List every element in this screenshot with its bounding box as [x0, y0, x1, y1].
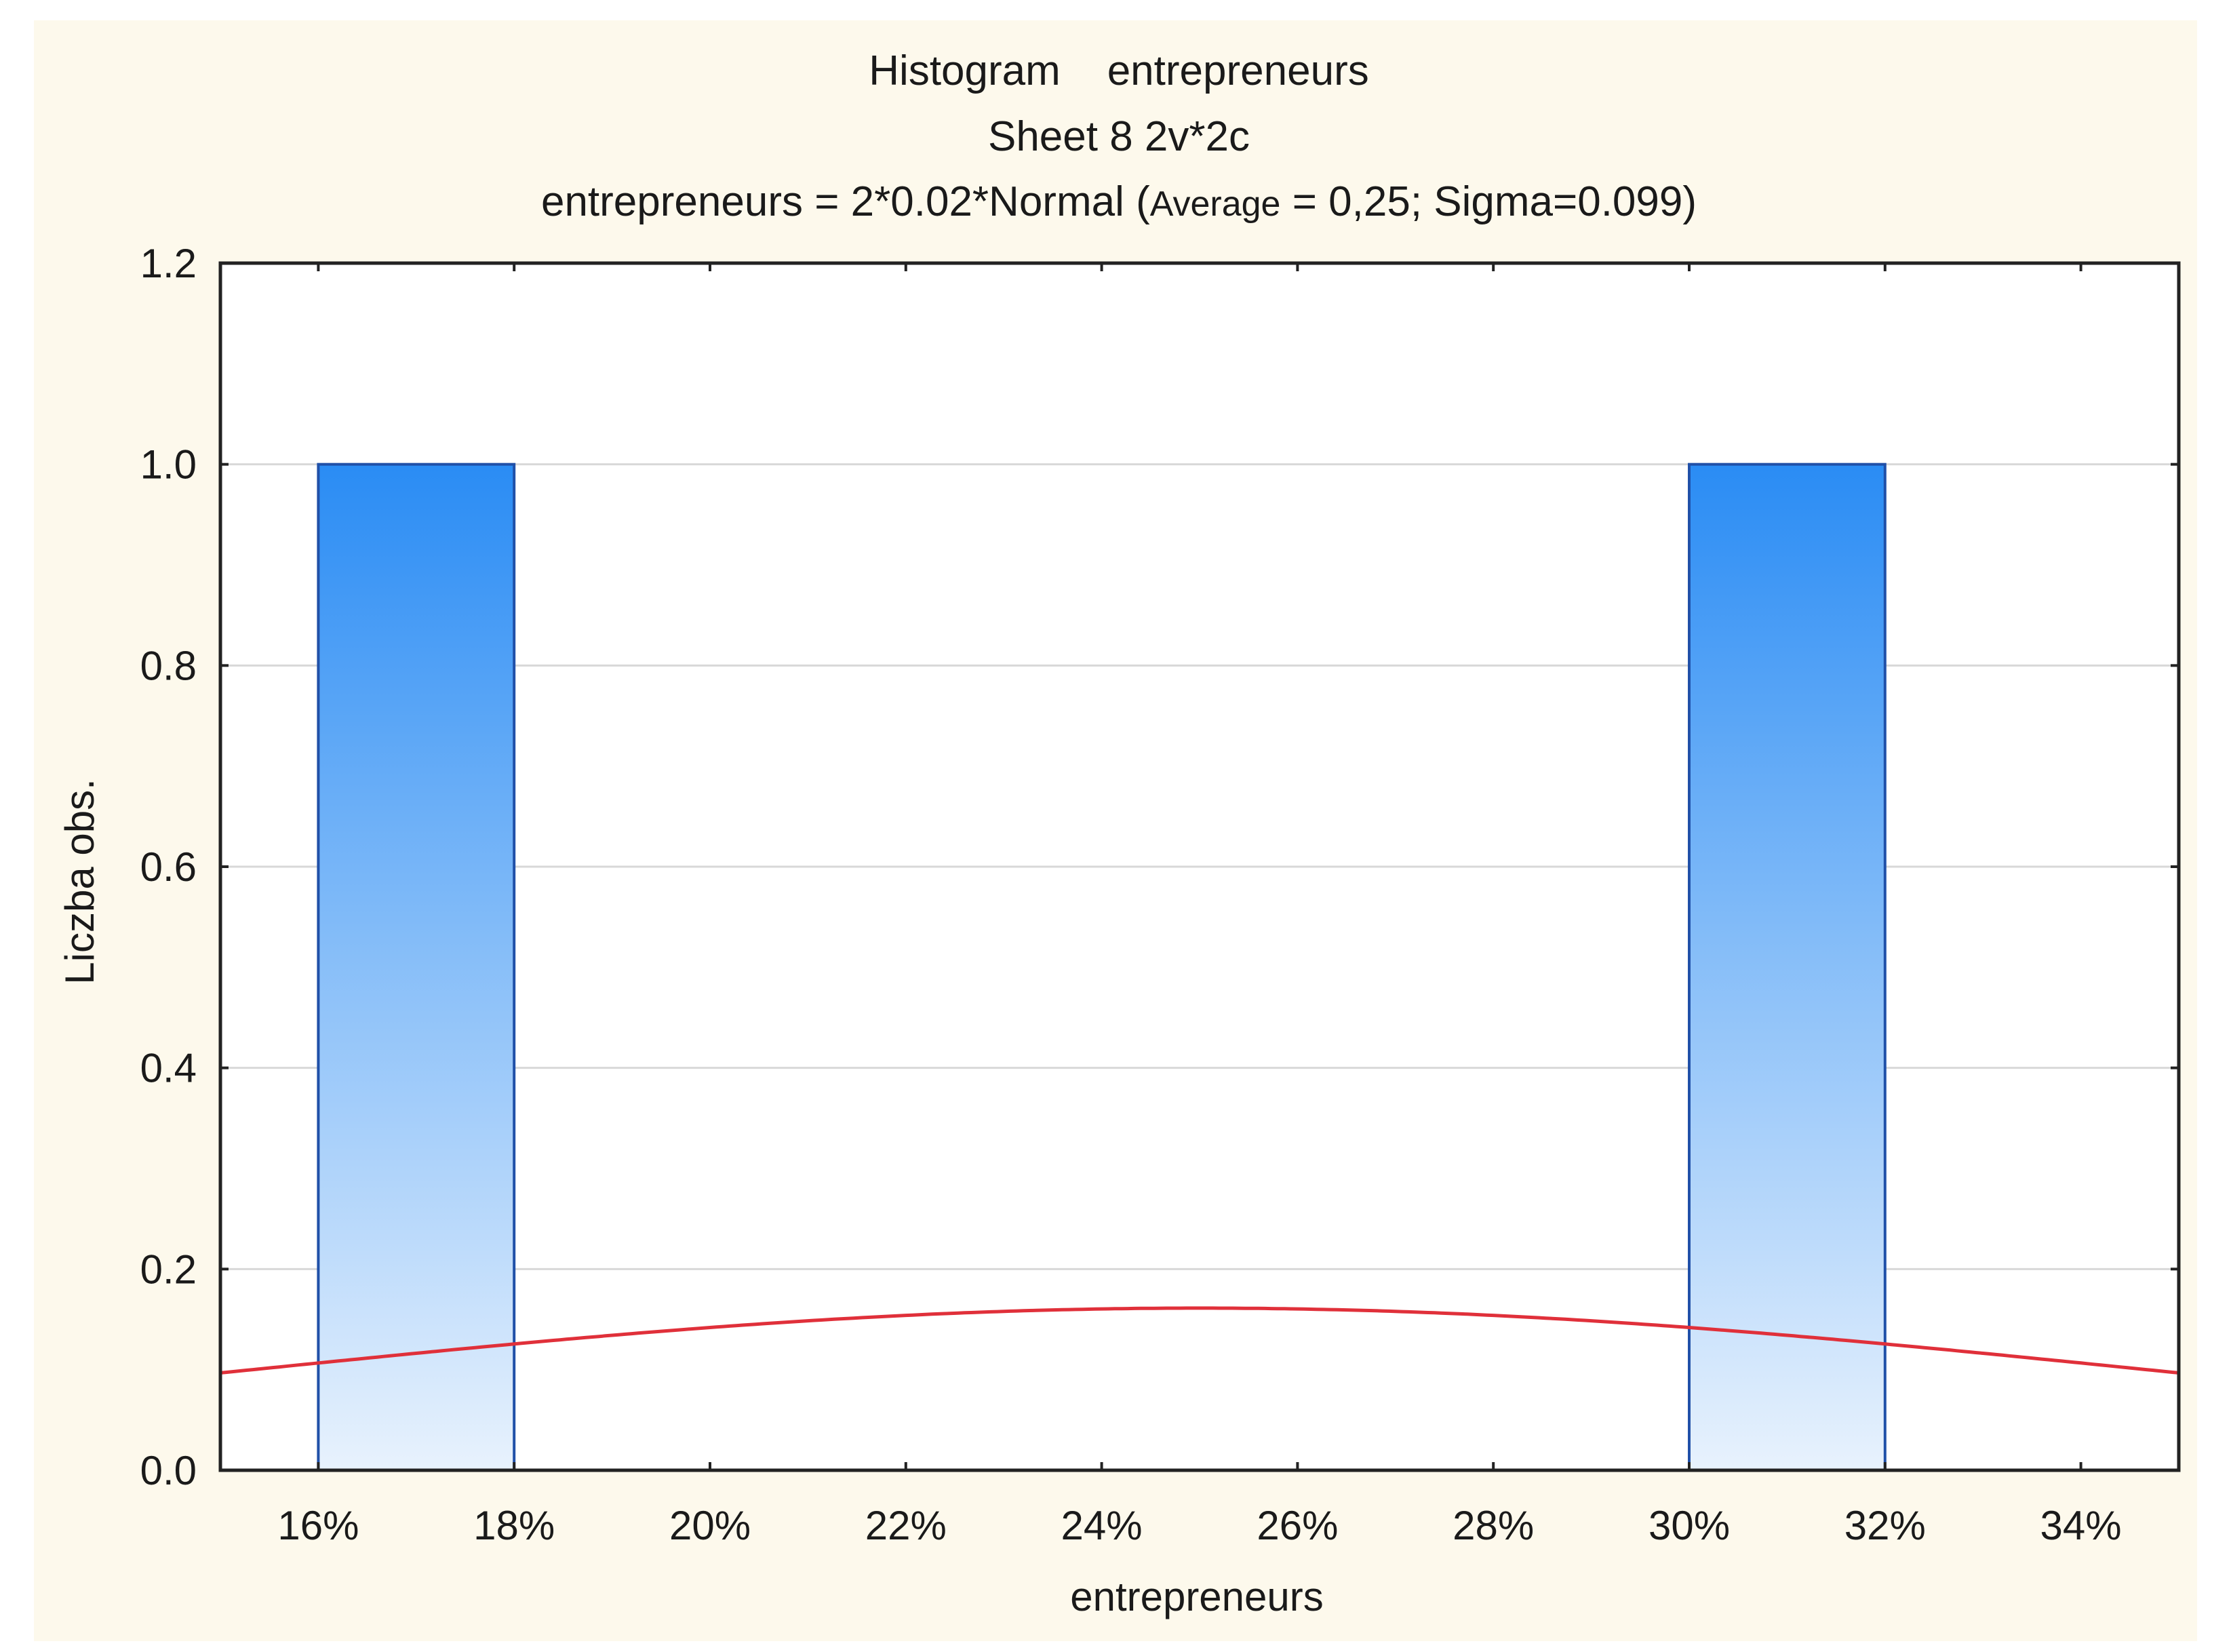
fit-description-average: Average [1150, 184, 1281, 224]
x-tick-label: 28% [1453, 1503, 1534, 1548]
fit-description-prefix: entrepreneurs = 2*0.02*Normal ( [541, 178, 1150, 225]
y-tick-label: 0.4 [140, 1046, 197, 1091]
x-tick-label: 30% [1648, 1503, 1730, 1548]
y-tick-label: 0.2 [140, 1246, 197, 1292]
chart-subtitle: Sheet 8 2v*2c [988, 113, 1250, 160]
x-tick-label: 32% [1844, 1503, 1926, 1548]
chart-title: Histogram entrepreneurs [869, 47, 1368, 94]
fit-description-rest: = 0,25; Sigma=0.099) [1280, 178, 1697, 225]
axis-ticks [220, 262, 2179, 1472]
y-tick-label: 0.6 [140, 844, 197, 890]
fit-description: entrepreneurs = 2*0.02*Normal (Average =… [541, 178, 1697, 225]
y-tick-label: 1.0 [140, 442, 197, 488]
normal-fit-curve [220, 1306, 2179, 1375]
x-tick-label: 26% [1257, 1503, 1338, 1548]
y-axis-tick-labels: 0.0 0.2 0.4 0.6 0.8 1.0 1.2 [140, 241, 197, 1493]
histogram-bars [317, 463, 1887, 1472]
x-tick-label: 34% [2040, 1503, 2122, 1548]
x-tick-label: 16% [277, 1503, 359, 1548]
x-tick-label: 22% [865, 1503, 947, 1548]
y-tick-label: 0.8 [140, 643, 197, 688]
histogram-bar [317, 463, 516, 1472]
y-tick-label: 0.0 [140, 1448, 197, 1493]
histogram-bar [1688, 463, 1887, 1472]
x-tick-label: 18% [473, 1503, 555, 1548]
x-tick-label: 24% [1061, 1503, 1143, 1548]
x-axis-tick-labels: 16% 18% 20% 22% 24% 26% 28% 30% 32% 34% [277, 1503, 2121, 1548]
x-tick-label: 20% [669, 1503, 751, 1548]
y-tick-label: 1.2 [140, 241, 197, 286]
x-axis-label: entrepreneurs [1070, 1574, 1324, 1619]
y-axis-label: Liczba obs. [57, 779, 102, 985]
